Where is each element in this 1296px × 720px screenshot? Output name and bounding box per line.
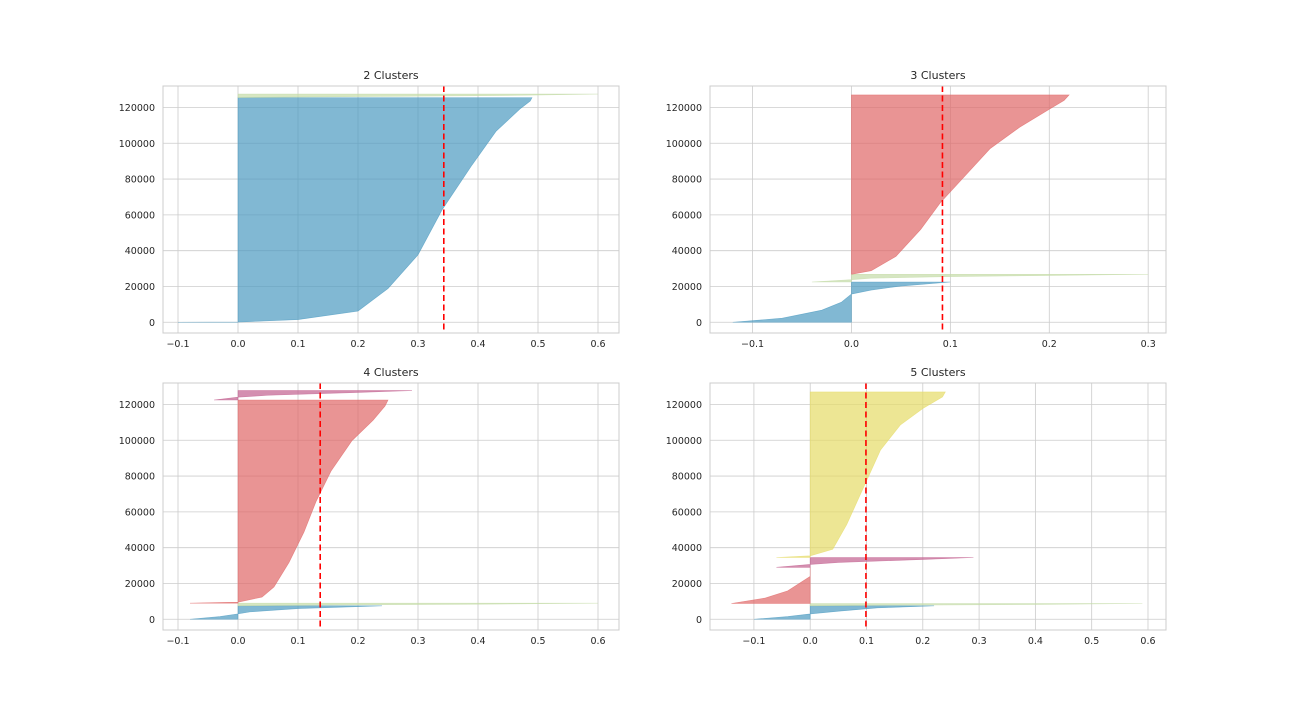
x-tick-label: 0.0 bbox=[844, 339, 859, 350]
x-tick-label: 0.3 bbox=[972, 636, 987, 647]
y-tick-label: 40000 bbox=[672, 246, 702, 257]
y-tick-label: 60000 bbox=[125, 507, 155, 518]
y-tick-label: 0 bbox=[696, 318, 702, 329]
x-tick-label: −0.1 bbox=[741, 339, 764, 350]
subplot-title: 4 Clusters bbox=[363, 366, 419, 379]
subplot-1: −0.1 0.0 0.1 0.2 0.3 0.4 0.5 0.6 0 20000 40000 6000… bbox=[119, 69, 620, 350]
x-tick-label: 0.6 bbox=[590, 636, 605, 647]
x-tick-label: 0.2 bbox=[350, 339, 365, 350]
x-tick-label: 0.5 bbox=[1084, 636, 1099, 647]
y-tick-label: 100000 bbox=[666, 139, 702, 150]
x-tick-label: 0.0 bbox=[230, 636, 245, 647]
subplot-4: −0.1 0.0 0.1 0.2 0.3 0.4 0.5 0.6 0 20000 40000 6000… bbox=[666, 366, 1167, 647]
silhouette-area-cluster-2 bbox=[189, 399, 389, 604]
x-tick-label: 0.4 bbox=[470, 636, 485, 647]
x-tick-label: 0.3 bbox=[410, 339, 425, 350]
silhouette-area-cluster-3 bbox=[776, 557, 974, 568]
x-tick-label: 0.2 bbox=[350, 636, 365, 647]
x-tick-label: 0.4 bbox=[470, 339, 485, 350]
silhouette-area-cluster-1 bbox=[811, 273, 1149, 283]
silhouette-area-cluster-2 bbox=[731, 566, 811, 604]
y-tick-label: 0 bbox=[149, 318, 155, 329]
y-tick-label: 120000 bbox=[666, 400, 702, 411]
subplot-3: −0.1 0.0 0.1 0.2 0.3 0.4 0.5 0.6 0 20000 40000 6000… bbox=[119, 366, 620, 647]
y-tick-label: 60000 bbox=[672, 210, 702, 221]
subplot-2: −0.1 0.0 0.1 0.2 0.3 0 20000 40000 60000 80000 100… bbox=[666, 69, 1167, 350]
y-tick-label: 20000 bbox=[672, 282, 702, 293]
x-tick-label: 0.1 bbox=[290, 636, 305, 647]
x-tick-label: 0.5 bbox=[530, 339, 545, 350]
y-tick-label: 80000 bbox=[125, 472, 155, 483]
x-tick-label: 0.4 bbox=[1028, 636, 1043, 647]
x-tick-label: 0.3 bbox=[410, 636, 425, 647]
silhouette-area-cluster-0 bbox=[177, 97, 533, 323]
axes-frame bbox=[709, 85, 1167, 334]
x-tick-label: 0.1 bbox=[290, 339, 305, 350]
silhouette-area-cluster-1 bbox=[809, 603, 1143, 607]
silhouette-area-cluster-0 bbox=[753, 605, 935, 620]
y-tick-label: 100000 bbox=[666, 436, 702, 447]
x-tick-label: 0.0 bbox=[230, 339, 245, 350]
x-tick-label: 0.2 bbox=[1042, 339, 1057, 350]
y-tick-label: 120000 bbox=[119, 103, 155, 114]
x-tick-label: 0.1 bbox=[943, 339, 958, 350]
x-tick-label: 0.2 bbox=[915, 636, 930, 647]
y-tick-label: 40000 bbox=[125, 246, 155, 257]
y-tick-label: 0 bbox=[696, 615, 702, 626]
y-tick-label: 20000 bbox=[672, 579, 702, 590]
y-tick-label: 100000 bbox=[119, 436, 155, 447]
x-tick-label: 0.0 bbox=[803, 636, 818, 647]
silhouette-area-cluster-0 bbox=[189, 605, 383, 620]
axes-frame bbox=[162, 85, 620, 334]
silhouette-area-cluster-3 bbox=[213, 390, 413, 401]
y-tick-label: 40000 bbox=[125, 543, 155, 554]
y-tick-label: 60000 bbox=[672, 507, 702, 518]
x-tick-label: 0.3 bbox=[1141, 339, 1156, 350]
y-tick-label: 20000 bbox=[125, 282, 155, 293]
x-tick-label: −0.1 bbox=[742, 636, 765, 647]
y-tick-label: 40000 bbox=[672, 543, 702, 554]
silhouette-area-cluster-1 bbox=[237, 93, 599, 98]
y-tick-label: 120000 bbox=[119, 400, 155, 411]
y-tick-label: 100000 bbox=[119, 139, 155, 150]
axes-frame bbox=[162, 382, 620, 631]
silhouette-area-cluster-2 bbox=[851, 94, 1070, 275]
x-tick-label: −0.1 bbox=[166, 339, 189, 350]
x-tick-label: 0.5 bbox=[530, 636, 545, 647]
subplot-title: 2 Clusters bbox=[363, 69, 419, 82]
x-tick-label: 0.1 bbox=[859, 636, 874, 647]
x-tick-label: 0.6 bbox=[1140, 636, 1155, 647]
x-tick-label: 0.6 bbox=[590, 339, 605, 350]
y-tick-label: 120000 bbox=[666, 103, 702, 114]
y-tick-label: 80000 bbox=[125, 175, 155, 186]
y-tick-label: 80000 bbox=[672, 175, 702, 186]
y-tick-label: 0 bbox=[149, 615, 155, 626]
y-tick-label: 60000 bbox=[125, 210, 155, 221]
subplot-title: 3 Clusters bbox=[910, 69, 966, 82]
y-tick-label: 80000 bbox=[672, 472, 702, 483]
y-tick-label: 20000 bbox=[125, 579, 155, 590]
x-tick-label: −0.1 bbox=[166, 636, 189, 647]
axes-frame bbox=[709, 382, 1167, 631]
silhouette-area-cluster-0 bbox=[732, 281, 951, 323]
silhouette-area-cluster-4 bbox=[776, 391, 946, 558]
subplot-title: 5 Clusters bbox=[910, 366, 966, 379]
